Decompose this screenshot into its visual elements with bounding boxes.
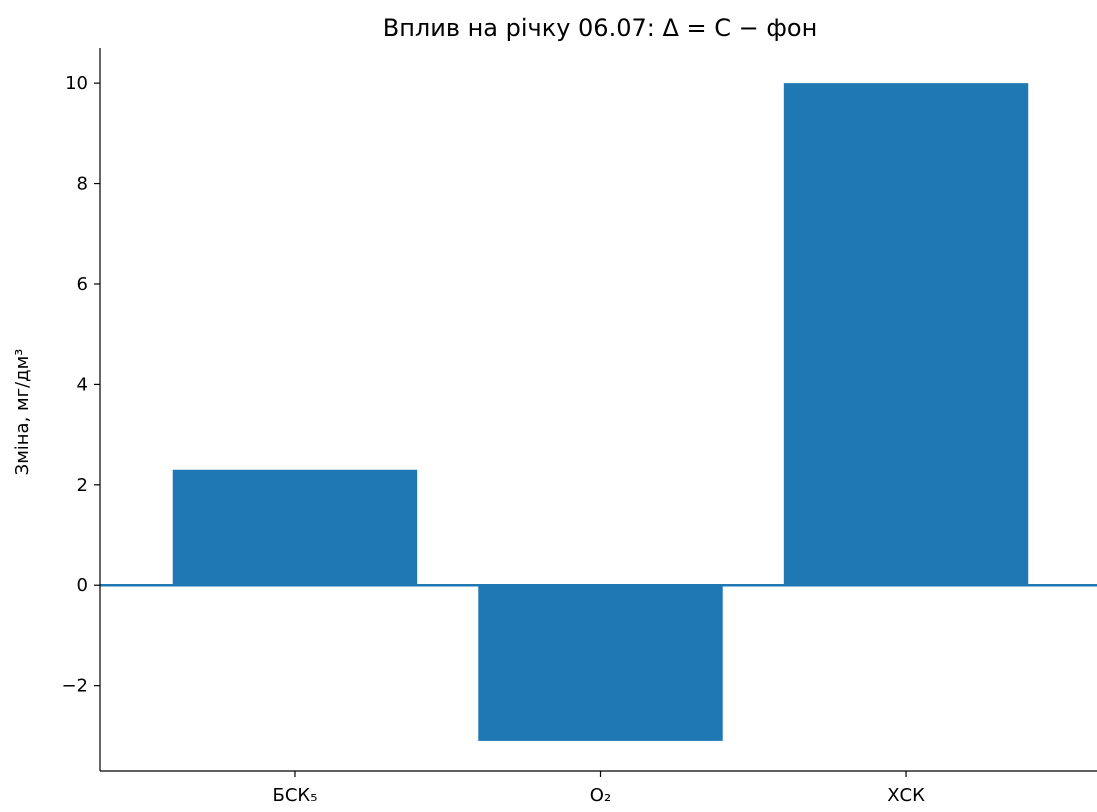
x-tick-label-1: O₂ [590, 785, 611, 806]
y-tick-label-1: 0 [77, 575, 88, 596]
x-ticks-group: БСК₅ O₂ ХСК [273, 771, 925, 806]
bar-1 [478, 585, 723, 741]
chart-title: Вплив на річку 06.07: Δ = C − фон [383, 14, 818, 42]
y-tick-label-3: 4 [77, 374, 88, 395]
y-tick-label-0: −2 [61, 676, 88, 697]
y-ticks-group: −2 0 2 4 6 8 10 [61, 73, 100, 697]
x-tick-label-0: БСК₅ [273, 785, 318, 806]
y-tick-label-6: 10 [65, 73, 88, 94]
bars-group [172, 83, 1029, 741]
y-tick-label-5: 8 [77, 174, 88, 195]
bar-0 [172, 469, 418, 586]
axes-group [99, 48, 1097, 772]
x-tick-label-2: ХСК [887, 785, 925, 806]
y-tick-label-2: 2 [77, 475, 88, 496]
y-tick-label-4: 6 [77, 274, 88, 295]
bar-2 [783, 83, 1029, 586]
y-axis-label: Зміна, мг/дм³ [12, 349, 33, 476]
